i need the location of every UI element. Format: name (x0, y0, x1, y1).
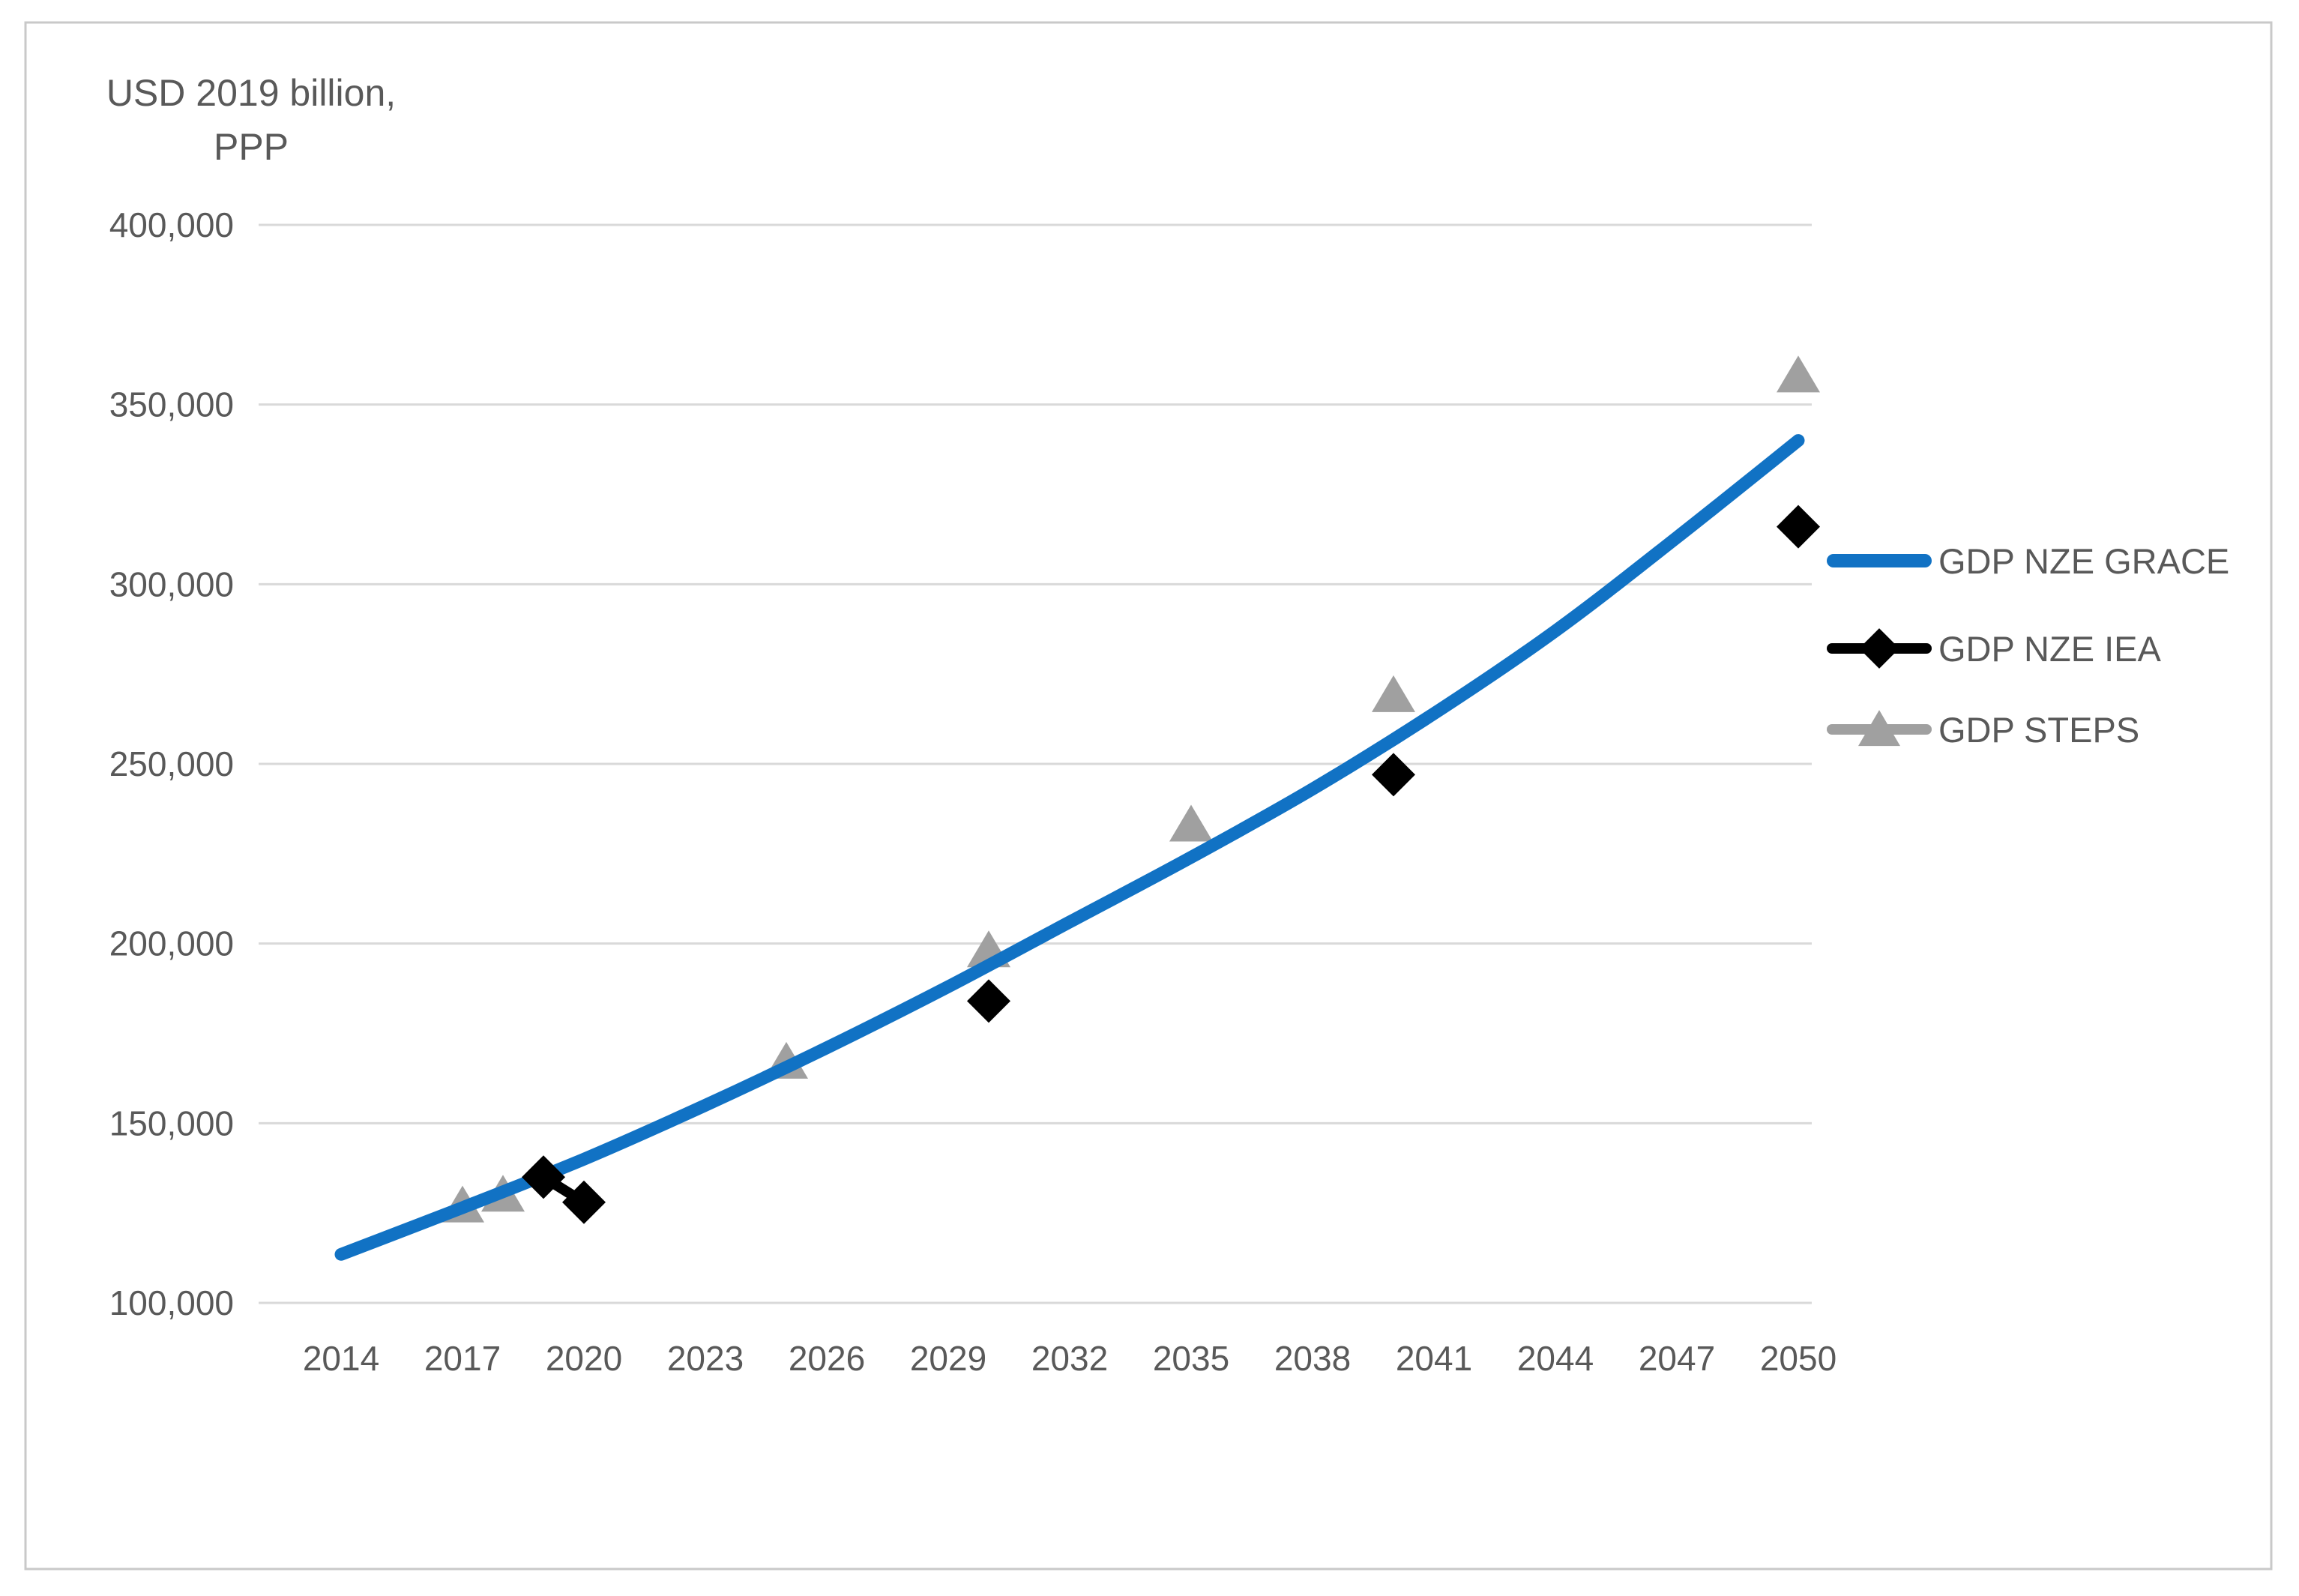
legend-label-steps: GDP STEPS (1938, 709, 2140, 750)
x-tick-label: 2050 (1760, 1339, 1837, 1378)
y-tick-label: 200,000 (109, 924, 234, 963)
gdp-nze-iea-marker (967, 979, 1010, 1023)
x-tick-label: 2047 (1639, 1339, 1715, 1378)
x-tick-label: 2014 (303, 1339, 379, 1378)
y-axis-title-line2: PPP (213, 126, 289, 168)
legend-item-gdp-steps: GDP STEPS (1827, 703, 2139, 756)
gdp-nze-iea-marker (562, 1180, 606, 1224)
chart-frame-border (24, 21, 2273, 1571)
x-tick-label: 2044 (1517, 1339, 1594, 1378)
legend-item-gdp-nze-grace: GDP NZE GRACE (1827, 534, 2229, 587)
x-tick-label: 2041 (1396, 1339, 1472, 1378)
y-tick-label: 350,000 (109, 385, 234, 424)
gdp-nze-iea-marker (522, 1155, 565, 1199)
gdp-steps-marker (1777, 355, 1820, 393)
grace-line-swatch-icon (1827, 540, 1932, 582)
y-tick-label: 100,000 (109, 1283, 234, 1322)
y-tick-label: 150,000 (109, 1103, 234, 1142)
legend-label-iea: GDP NZE IEA (1938, 628, 2161, 669)
gdp-steps-marker (1169, 804, 1213, 842)
gdp-steps-marker (1372, 675, 1415, 712)
y-tick-label: 250,000 (109, 744, 234, 783)
steps-triangle-swatch-icon (1827, 708, 1932, 750)
y-tick-label: 400,000 (109, 205, 234, 244)
legend-label-grace: GDP NZE GRACE (1938, 540, 2230, 581)
x-tick-label: 2020 (546, 1339, 622, 1378)
x-tick-label: 2032 (1031, 1339, 1108, 1378)
x-tick-label: 2038 (1274, 1339, 1351, 1378)
x-tick-label: 2035 (1153, 1339, 1229, 1378)
gdp-nze-grace-line (334, 434, 1805, 1261)
y-axis-title-line1: USD 2019 billion, (106, 72, 397, 114)
x-tick-label: 2026 (789, 1339, 865, 1378)
gdp-nze-iea-marker (1777, 505, 1820, 549)
x-tick-label: 2023 (667, 1339, 744, 1378)
y-tick-label: 300,000 (109, 564, 234, 603)
x-tick-label: 2029 (910, 1339, 986, 1378)
iea-diamond-swatch-icon (1827, 627, 1932, 669)
y-axis-title: USD 2019 billion, PPP (105, 66, 397, 174)
gdp-nze-iea-marker (1372, 753, 1415, 797)
legend-item-gdp-nze-iea: GDP NZE IEA (1827, 622, 2161, 675)
x-tick-label: 2017 (424, 1339, 501, 1378)
